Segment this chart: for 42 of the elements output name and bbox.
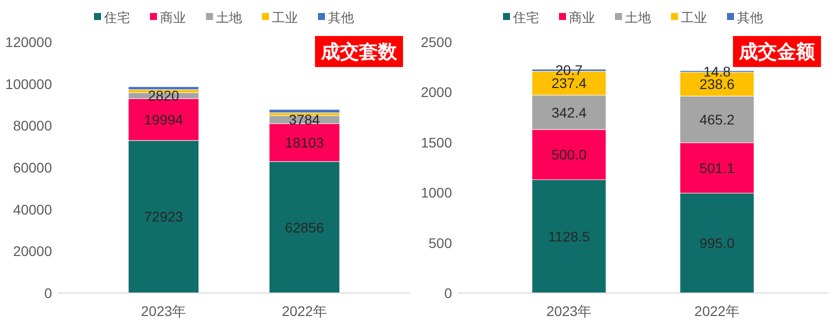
legend-label: 工业 — [681, 10, 707, 25]
legend-label: 其他 — [737, 10, 763, 25]
y-tick-label: 1500 — [420, 134, 452, 150]
y-tick-label: 2000 — [420, 84, 452, 100]
x-tick-label: 2023年 — [141, 303, 186, 319]
y-tick-label: 500 — [428, 234, 452, 251]
data-label: 18103 — [284, 134, 324, 151]
y-tick-label: 2500 — [420, 34, 452, 50]
x-tick-label: 2022年 — [694, 303, 740, 319]
y-tick-label: 1000 — [420, 184, 452, 201]
legend-label: 其他 — [328, 10, 354, 25]
y-tick-label: 100000 — [5, 76, 52, 92]
x-tick-label: 2023年 — [546, 303, 592, 319]
legend-label: 住宅 — [512, 10, 539, 25]
data-label: 342.4 — [551, 104, 587, 120]
data-label: 465.2 — [699, 111, 735, 128]
data-label: 500.0 — [551, 146, 587, 163]
bar — [128, 86, 200, 90]
legend-label: 商业 — [569, 10, 595, 25]
data-label: 62856 — [284, 219, 324, 236]
data-label: 19994 — [144, 112, 184, 128]
bar — [268, 109, 340, 114]
y-tick-label: 20000 — [13, 243, 52, 260]
legend-label: 土地 — [216, 10, 242, 25]
y-tick-label: 0 — [44, 285, 52, 301]
y-tick-label: 0 — [444, 285, 452, 301]
data-label: 72923 — [144, 208, 184, 225]
legend-label: 住宅 — [103, 10, 130, 25]
y-tick-label: 60000 — [13, 160, 52, 176]
x-tick-label: 2022年 — [282, 303, 327, 319]
data-label: 1128.5 — [548, 228, 590, 244]
y-tick-label: 120000 — [5, 34, 52, 50]
data-label: 3784 — [288, 112, 320, 128]
legend-label: 工业 — [272, 10, 298, 25]
legend-label: 土地 — [625, 10, 651, 25]
legend-label: 商业 — [160, 10, 186, 25]
y-tick-label: 40000 — [13, 201, 52, 218]
data-label: 501.1 — [699, 160, 735, 176]
chart-title: 成交套数 — [320, 41, 398, 63]
data-label: 995.0 — [699, 235, 735, 252]
y-tick-label: 80000 — [13, 118, 52, 134]
chart-title: 成交金额 — [738, 41, 816, 63]
